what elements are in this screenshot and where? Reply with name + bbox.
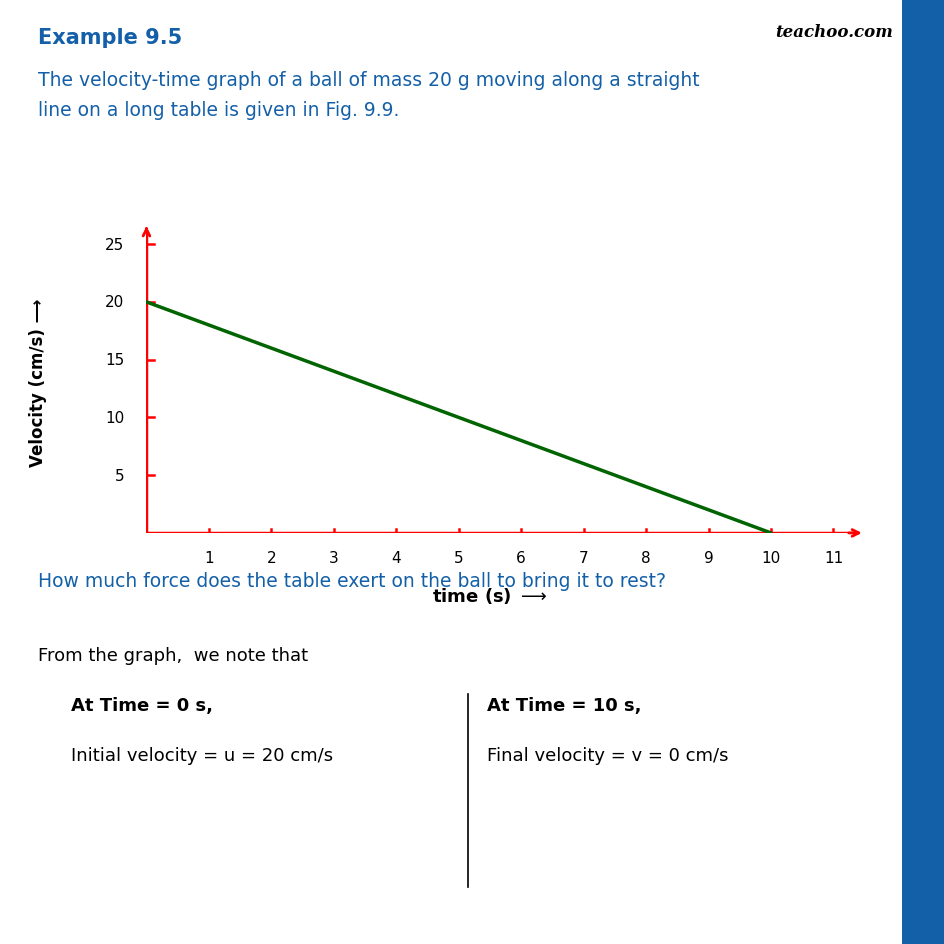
Text: Initial velocity = u = 20 cm/s: Initial velocity = u = 20 cm/s bbox=[71, 746, 332, 764]
Text: Final velocity = v = 0 cm/s: Final velocity = v = 0 cm/s bbox=[486, 746, 728, 764]
Text: 5: 5 bbox=[453, 550, 464, 565]
Text: time (s) $\longrightarrow$: time (s) $\longrightarrow$ bbox=[431, 585, 548, 605]
Text: 15: 15 bbox=[105, 353, 125, 368]
Text: 10: 10 bbox=[761, 550, 780, 565]
Text: The velocity-time graph of a ball of mass 20 g moving along a straight: The velocity-time graph of a ball of mas… bbox=[38, 71, 699, 90]
Text: teachoo.com: teachoo.com bbox=[774, 24, 892, 41]
Text: 11: 11 bbox=[823, 550, 842, 565]
Text: 7: 7 bbox=[579, 550, 588, 565]
Text: 6: 6 bbox=[515, 550, 526, 565]
Text: line on a long table is given in Fig. 9.9.: line on a long table is given in Fig. 9.… bbox=[38, 101, 398, 120]
Text: At Time = 10 s,: At Time = 10 s, bbox=[486, 697, 640, 715]
Text: 4: 4 bbox=[391, 550, 400, 565]
Text: 25: 25 bbox=[105, 238, 125, 252]
Text: Velocity (cm/s) ⟶: Velocity (cm/s) ⟶ bbox=[28, 298, 47, 466]
Text: 3: 3 bbox=[329, 550, 338, 565]
Text: 9: 9 bbox=[703, 550, 713, 565]
Text: From the graph,  we note that: From the graph, we note that bbox=[38, 647, 308, 665]
Text: 8: 8 bbox=[641, 550, 650, 565]
Text: At Time = 0 s,: At Time = 0 s, bbox=[71, 697, 212, 715]
Text: 20: 20 bbox=[105, 295, 125, 310]
Text: 5: 5 bbox=[115, 468, 125, 483]
Text: Example 9.5: Example 9.5 bbox=[38, 28, 182, 48]
Text: 1: 1 bbox=[204, 550, 213, 565]
Text: 2: 2 bbox=[266, 550, 276, 565]
Text: 10: 10 bbox=[105, 411, 125, 426]
Text: How much force does the table exert on the ball to bring it to rest?: How much force does the table exert on t… bbox=[38, 571, 666, 590]
